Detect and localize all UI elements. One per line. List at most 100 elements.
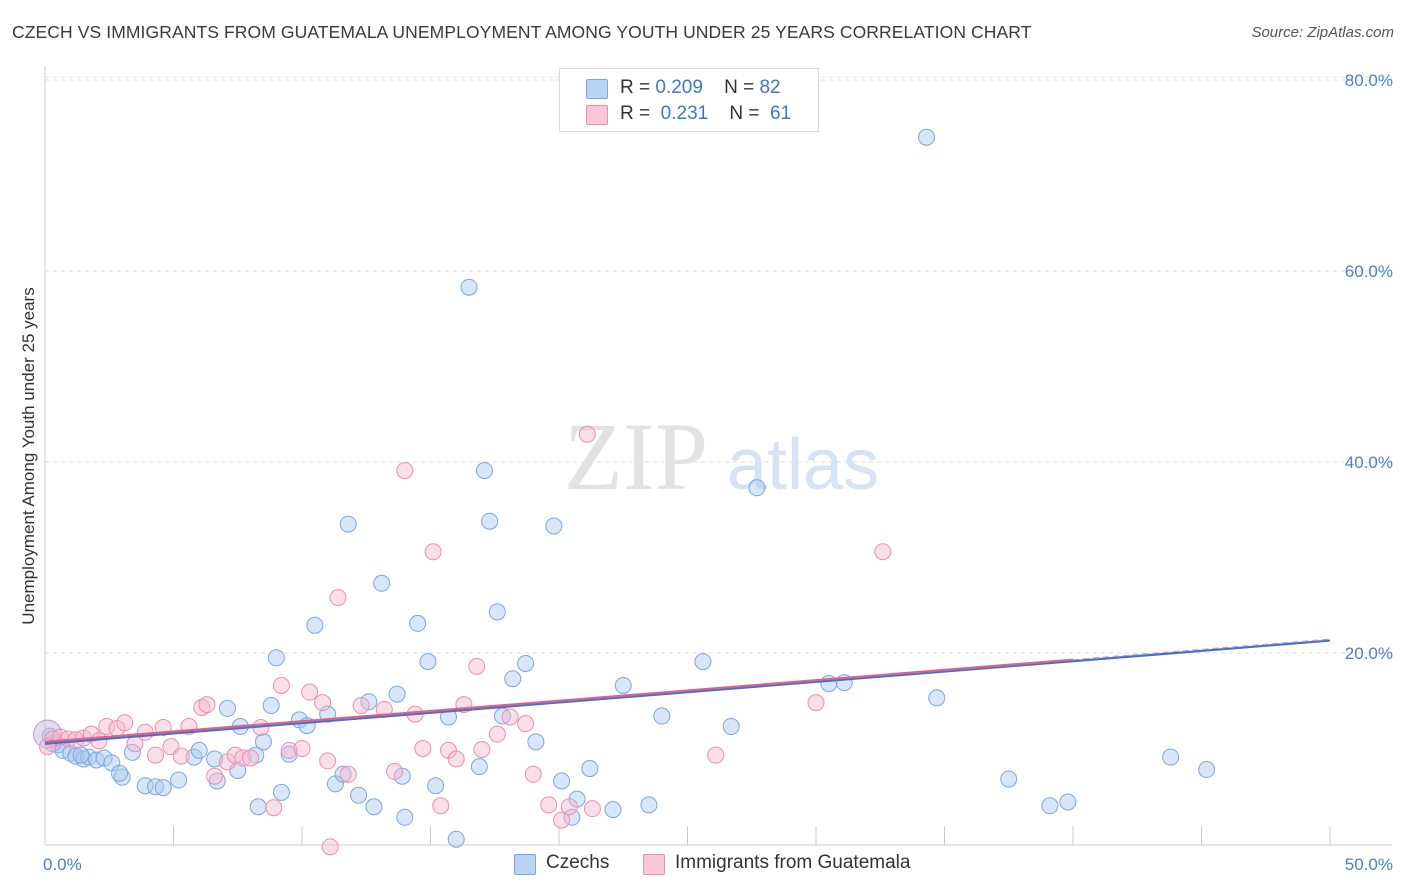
y-tick-label-40: 40.0% bbox=[1345, 453, 1393, 472]
guatemala-point-42 bbox=[432, 797, 450, 815]
guatemala-point-37 bbox=[386, 762, 404, 780]
r-label: R = bbox=[620, 103, 651, 124]
guatemala-point-32 bbox=[321, 838, 339, 856]
grid-lines bbox=[45, 76, 1392, 654]
czechs-point-27 bbox=[267, 649, 285, 667]
legend-czechs-stats: R = 0.209 N = 82 bbox=[620, 77, 781, 99]
czechs-point-59 bbox=[553, 772, 571, 790]
czechs-point-18 bbox=[206, 750, 224, 768]
guatemala-point-53 bbox=[553, 811, 571, 829]
guatemala-legend-swatch bbox=[643, 854, 665, 875]
czechs-point-19 bbox=[208, 772, 226, 790]
czechs-point-50 bbox=[470, 758, 488, 776]
czechs-point-57 bbox=[527, 733, 545, 751]
czechs-point-44 bbox=[409, 614, 427, 632]
n-value: 82 bbox=[759, 77, 781, 98]
czechs-point-69 bbox=[748, 479, 766, 497]
guatemala-point-30 bbox=[314, 694, 332, 712]
y-tick-label-20: 20.0% bbox=[1345, 644, 1393, 663]
n-label: N = bbox=[724, 77, 755, 98]
guatemala-trend-line bbox=[44, 658, 1074, 743]
guatemala-point-41 bbox=[424, 543, 442, 561]
czechs-point-37 bbox=[350, 786, 368, 804]
czechs-point-40 bbox=[373, 574, 391, 592]
x-tick-label-max: 50.0% bbox=[1345, 855, 1393, 874]
guatemala-point-17 bbox=[193, 698, 211, 716]
guatemala-point-18 bbox=[198, 696, 216, 714]
guatemala-point-26 bbox=[272, 676, 290, 694]
n-label: N = bbox=[729, 103, 760, 124]
x-tick-label-min: 0.0% bbox=[43, 855, 82, 874]
guatemala-point-46 bbox=[468, 657, 486, 675]
czechs-legend-swatch bbox=[514, 854, 536, 875]
guatemala-point-54 bbox=[560, 798, 578, 816]
czechs-point-36 bbox=[339, 515, 357, 533]
czechs-point-49 bbox=[460, 278, 478, 296]
guatemala-point-40 bbox=[414, 740, 432, 757]
guatemala-point-52 bbox=[540, 796, 558, 814]
czechs-point-28 bbox=[272, 783, 290, 801]
czechs-point-62 bbox=[581, 760, 599, 778]
czechs-point-77 bbox=[1162, 748, 1180, 766]
guatemala-point-47 bbox=[473, 740, 491, 758]
axes bbox=[44, 66, 1392, 846]
source-label: Source: ZipAtlas.com bbox=[1251, 24, 1394, 41]
guatemala-point-59 bbox=[874, 543, 892, 561]
czechs-point-66 bbox=[653, 707, 671, 725]
czechs-point-68 bbox=[722, 718, 740, 736]
guatemala-point-33 bbox=[329, 589, 347, 607]
guatemala-point-35 bbox=[352, 697, 370, 715]
czechs-trend-line bbox=[44, 639, 1331, 745]
y-axis-title: Unemployment Among Youth under 25 years bbox=[19, 287, 38, 624]
czechs-point-63 bbox=[604, 801, 622, 819]
czechs-point-51 bbox=[475, 462, 493, 480]
czechs-point-35 bbox=[334, 765, 352, 783]
watermark-atlas: atlas bbox=[727, 425, 879, 505]
czechs-point-76 bbox=[1059, 793, 1077, 811]
czechs-point-43 bbox=[396, 808, 414, 826]
guatemala-point-50 bbox=[517, 715, 535, 733]
czechs-point-81 bbox=[111, 764, 129, 782]
guatemala-point-15 bbox=[172, 747, 190, 765]
czechs-point-26 bbox=[262, 697, 280, 715]
czechs-point-78 bbox=[1198, 761, 1216, 779]
czechs-point-17 bbox=[190, 741, 208, 759]
czechs-point-64 bbox=[614, 676, 632, 694]
guatemala-point-56 bbox=[583, 800, 601, 818]
r-value: 0.209 bbox=[655, 77, 703, 98]
r-value: 0.231 bbox=[660, 103, 709, 124]
czechs-point-23 bbox=[247, 746, 265, 764]
czechs-point-14 bbox=[154, 779, 172, 797]
axis-labels: 20.0% 40.0% 60.0% 80.0% 0.0% 50.0% Unemploymen… bbox=[19, 71, 1393, 874]
legend-guatemala-stats: R = 0.231 N = 61 bbox=[620, 103, 791, 125]
guatemala-point-49 bbox=[501, 708, 519, 726]
czechs-legend-label: Czechs bbox=[546, 852, 610, 873]
y-tick-label-80: 80.0% bbox=[1345, 71, 1393, 90]
r-label: R = bbox=[620, 77, 651, 98]
guatemala-point-44 bbox=[447, 750, 465, 768]
guatemala-trend-extension bbox=[1072, 638, 1331, 661]
czechs-point-32 bbox=[306, 616, 324, 634]
czechs-point-67 bbox=[694, 653, 712, 671]
guatemala-point-31 bbox=[319, 752, 337, 770]
czechs-point-45 bbox=[419, 653, 437, 671]
guatemala-point-57 bbox=[707, 746, 725, 764]
guatemala-point-51 bbox=[524, 765, 542, 783]
guatemala-point-23 bbox=[242, 749, 260, 767]
guatemala-point-27 bbox=[280, 741, 298, 759]
guatemala-point-38 bbox=[396, 462, 414, 480]
guatemala-swatch bbox=[586, 105, 608, 125]
czechs-point-58 bbox=[545, 517, 563, 535]
guatemala-point-19 bbox=[206, 767, 224, 785]
guatemala-legend-label: Immigrants from Guatemala bbox=[675, 852, 911, 873]
czechs-point-39 bbox=[365, 798, 383, 816]
czechs-point-53 bbox=[488, 603, 506, 621]
chart-title: CZECH VS IMMIGRANTS FROM GUATEMALA UNEMP… bbox=[12, 22, 1032, 42]
czechs-point-75 bbox=[1041, 797, 1059, 815]
czechs-point-74 bbox=[1000, 770, 1018, 788]
czechs-point-65 bbox=[640, 796, 658, 814]
czechs-point-24 bbox=[249, 798, 267, 816]
czechs-point-55 bbox=[504, 670, 522, 688]
guatemala-point-7 bbox=[98, 718, 116, 736]
